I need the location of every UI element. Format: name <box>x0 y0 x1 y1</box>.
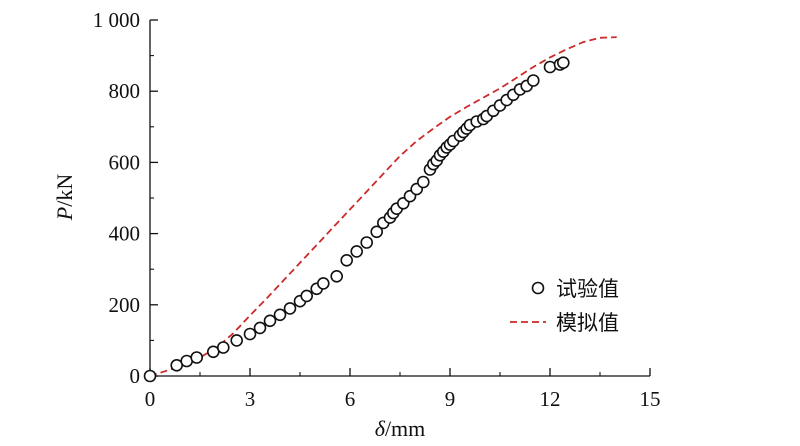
experiment-point <box>190 351 203 364</box>
experiment-point <box>360 236 374 249</box>
experiment-point <box>556 56 570 70</box>
y-ticks: 0 200 400 600 800 1 000 <box>93 8 158 388</box>
legend: 试验值 模拟值 <box>510 277 619 335</box>
x-tick-label: 0 <box>145 387 156 411</box>
x-axis-title: δ/mm <box>375 416 426 441</box>
x-ticks: 0 3 6 9 12 15 <box>145 368 661 411</box>
y-tick-label: 600 <box>109 150 141 174</box>
x-axis-unit: /mm <box>385 416 425 441</box>
x-tick-label: 15 <box>640 387 661 411</box>
x-tick-label: 12 <box>540 387 561 411</box>
experiment-point <box>283 302 297 315</box>
experiment-point <box>330 269 344 283</box>
experiment-point <box>316 277 330 290</box>
experiment-point <box>300 289 314 303</box>
y-axis-unit: /kN <box>52 174 77 207</box>
experiment-point <box>263 314 277 328</box>
experiment-point <box>350 245 364 258</box>
experiment-point <box>230 334 243 347</box>
experiment-point <box>217 341 230 354</box>
experiment-point <box>243 327 257 341</box>
experiment-point <box>253 321 267 335</box>
experiment-point <box>526 74 540 87</box>
simulation-line <box>149 36 617 377</box>
y-tick-label: 800 <box>109 79 141 103</box>
x-tick-label: 3 <box>245 387 256 411</box>
y-tick-label: 200 <box>109 293 141 317</box>
experiment-point <box>416 175 430 189</box>
y-tick-label: 0 <box>130 364 141 388</box>
legend-label-experiment: 试验值 <box>556 277 619 301</box>
simulation-series <box>149 36 617 377</box>
x-axis-symbol: δ <box>375 416 386 441</box>
x-tick-label: 6 <box>345 387 356 411</box>
legend-label-simulation: 模拟值 <box>556 311 619 335</box>
experiment-point <box>273 308 287 322</box>
experiment-series <box>143 56 570 383</box>
y-tick-label: 1 000 <box>93 8 140 32</box>
experiment-point <box>370 225 384 239</box>
y-axis-title: P/kN <box>52 174 77 222</box>
y-tick-label: 400 <box>109 222 141 246</box>
legend-marker-experiment <box>531 281 545 295</box>
experiment-point <box>340 253 354 267</box>
y-axis-symbol: P <box>52 207 77 221</box>
x-tick-label: 9 <box>445 387 456 411</box>
experiment-point <box>143 369 157 383</box>
